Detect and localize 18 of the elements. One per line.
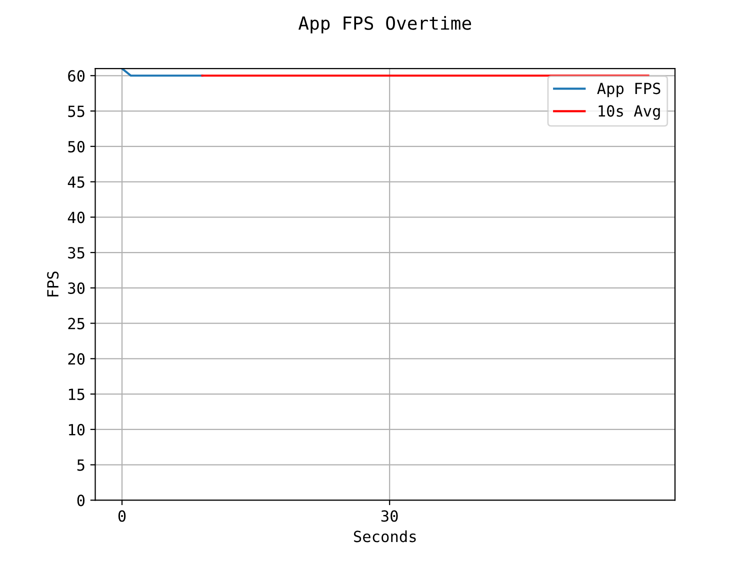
y-tick-label: 35: [68, 247, 84, 259]
y-tick-label: 20: [68, 353, 85, 365]
y-tick-label: 30: [68, 282, 85, 294]
y-tick-label: 15: [68, 388, 84, 400]
y-tick-label: 0: [77, 494, 85, 506]
y-tick-label: 10: [68, 424, 85, 436]
legend-label: 10s Avg: [598, 105, 660, 120]
y-tick-label: 40: [68, 212, 85, 224]
y-tick-label: 5: [77, 460, 84, 471]
y-tick-label: 55: [68, 106, 84, 118]
y-tick-label: 25: [68, 318, 84, 330]
y-tick-label: 60: [68, 70, 85, 82]
y-tick-label: 45: [68, 176, 84, 188]
legend-label: App FPS: [597, 82, 660, 98]
y-tick-label: 50: [68, 140, 85, 152]
chart-title: App FPS Overtime: [298, 16, 472, 34]
y-axis-title: FPS: [47, 272, 59, 296]
x-axis-title: Seconds: [354, 530, 416, 542]
